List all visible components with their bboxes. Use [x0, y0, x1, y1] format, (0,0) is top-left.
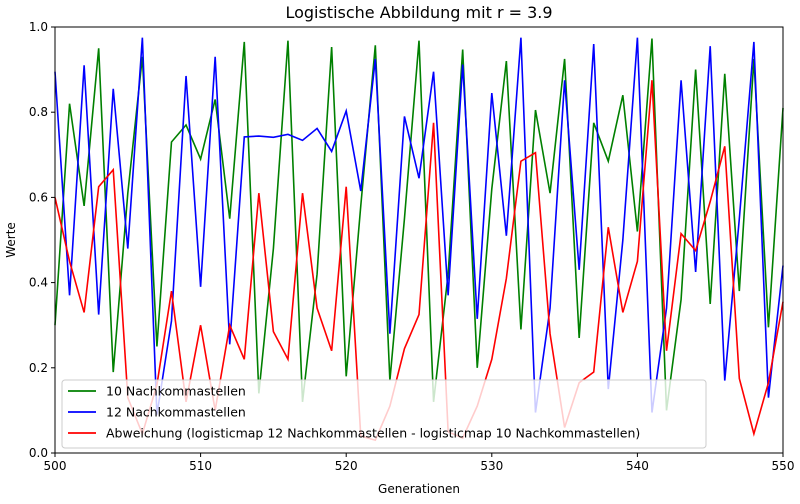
- legend-label-2: 12 Nachkommastellen: [106, 405, 246, 420]
- x-axis: 500 510 520 530 540 550: [44, 453, 795, 473]
- x-tick-label: 530: [480, 459, 503, 473]
- x-tick-label: 500: [44, 459, 67, 473]
- y-tick-label: 0.6: [29, 190, 48, 204]
- x-tick-label: 540: [626, 459, 649, 473]
- x-tick-label: 520: [335, 459, 358, 473]
- x-axis-label: Generationen: [378, 482, 460, 496]
- legend-label-3: Abweichung (logisticmap 12 Nachkommastel…: [106, 426, 640, 441]
- plot-frame: [54, 26, 784, 454]
- y-tick-label: 1.0: [29, 20, 48, 34]
- y-tick-label: 0.8: [29, 105, 48, 119]
- legend: 10 Nachkommastellen 12 Nachkommastellen Ab…: [61, 379, 707, 449]
- series-layer: [54, 37, 784, 442]
- series-line-2: [54, 37, 784, 415]
- series-line-1: [54, 38, 784, 411]
- legend-label-1: 10 Nachkommastellen: [106, 384, 246, 399]
- chart-title: Logistische Abbildung mit r = 3.9: [285, 3, 552, 22]
- legend-box: [61, 379, 707, 449]
- y-axis-label: Werte: [4, 222, 18, 258]
- y-axis: 0.0 0.2 0.4 0.6 0.8 1.0: [29, 20, 55, 460]
- x-tick-label: 550: [772, 459, 795, 473]
- y-tick-label: 0.2: [29, 361, 48, 375]
- series-line-3: [54, 80, 784, 442]
- x-tick-label: 510: [189, 459, 212, 473]
- y-tick-label: 0.0: [29, 446, 48, 460]
- y-tick-label: 0.4: [29, 276, 48, 290]
